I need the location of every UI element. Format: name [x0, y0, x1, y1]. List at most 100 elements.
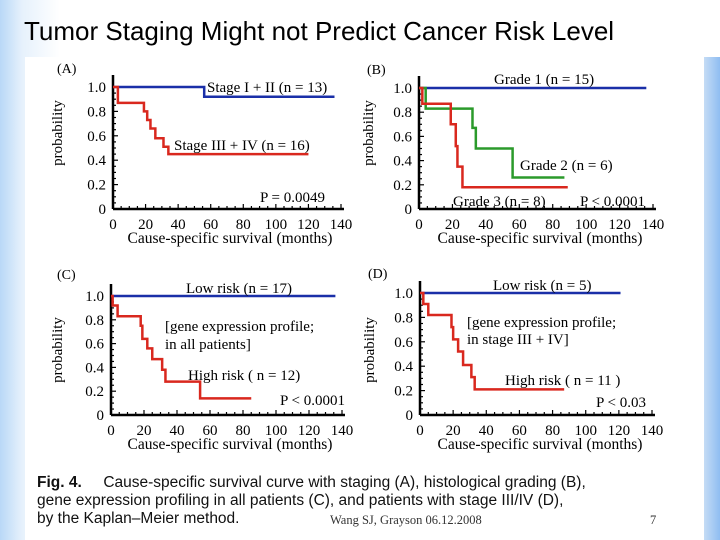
x-tick-label: 60 — [512, 217, 527, 233]
survival-curve-red — [111, 294, 252, 400]
caption-line-3: by the Kaplan–Meier method. — [37, 510, 240, 527]
y-tick-label: 1.0 — [393, 81, 412, 97]
x-axis-label: Cause-specific survival (months) — [438, 230, 643, 247]
x-axis-label: Cause-specific survival (months) — [128, 436, 333, 453]
y-tick-label: 1.0 — [394, 286, 413, 302]
caption-label: Fig. 4. — [37, 474, 82, 491]
y-axis-label: probability — [50, 317, 66, 383]
series-label: Grade 2 (n = 6) — [520, 158, 613, 174]
slide-side-bar — [704, 57, 720, 540]
page-number: 7 — [650, 513, 657, 527]
panel-label: (A) — [57, 62, 77, 77]
x-tick-label: 140 — [330, 217, 353, 233]
chart-annotation: P < 0.0001 — [280, 393, 345, 409]
chart-annotation: in all patients] — [165, 337, 251, 353]
y-tick-label: 1.0 — [85, 289, 104, 305]
x-tick-label: 40 — [170, 423, 185, 439]
chart-annotation: in stage III + IV] — [467, 332, 569, 348]
y-tick-label: 0.2 — [394, 384, 413, 400]
y-tick-label: 0.2 — [393, 178, 412, 194]
survival-curve-red — [113, 85, 309, 156]
x-tick-label: 40 — [479, 423, 494, 439]
y-tick-label: 0 — [406, 408, 414, 424]
x-tick-label: 40 — [478, 217, 493, 233]
y-axis-label: probability — [361, 100, 377, 166]
series-label: Grade 1 (n = 15) — [494, 72, 594, 88]
y-tick-label: 0.8 — [87, 104, 106, 120]
x-tick-label: 20 — [138, 217, 153, 233]
y-tick-label: 0.4 — [394, 359, 413, 375]
x-tick-label: 100 — [265, 423, 288, 439]
series-label: Stage I + II (n = 13) — [207, 80, 327, 96]
y-tick-label: 0.6 — [85, 337, 104, 353]
panel-label: (C) — [57, 268, 76, 283]
series-label: High risk ( n = 11 ) — [505, 373, 620, 389]
caption-line-2: gene expression profiling in all patient… — [37, 492, 564, 509]
caption-text-1: Cause-specific survival curve with stagi… — [103, 474, 586, 491]
x-tick-label: 120 — [608, 423, 631, 439]
y-tick-label: 0.6 — [394, 335, 413, 351]
panel-label: (B) — [367, 63, 386, 78]
x-tick-label: 120 — [297, 217, 320, 233]
y-tick-label: 1.0 — [87, 80, 106, 96]
survival-curve-blue — [113, 85, 335, 99]
x-tick-label: 80 — [545, 217, 560, 233]
y-tick-label: 0.4 — [393, 154, 412, 170]
x-tick-label: 60 — [203, 423, 218, 439]
chart-annotation: P = 0.0049 — [260, 190, 325, 206]
x-axis-label: Cause-specific survival (months) — [128, 230, 333, 247]
y-tick-label: 0.6 — [87, 129, 106, 145]
y-tick-label: 0 — [97, 408, 105, 424]
x-tick-label: 100 — [575, 217, 598, 233]
caption-line-1: Fig. 4. Cause-specific survival curve wi… — [37, 474, 586, 492]
x-tick-label: 80 — [545, 423, 560, 439]
chart-annotation: [gene expression profile; — [467, 315, 616, 331]
figure-panel — [25, 57, 704, 540]
y-tick-label: 0.4 — [87, 153, 106, 169]
x-axis-label: Cause-specific survival (months) — [438, 436, 643, 453]
y-tick-label: 0.6 — [393, 129, 412, 145]
y-tick-label: 0 — [405, 202, 413, 218]
survival-curve-red — [420, 291, 565, 391]
series-label: Stage III + IV (n = 16) — [174, 138, 310, 154]
x-tick-label: 80 — [236, 423, 251, 439]
y-tick-label: 0.2 — [85, 384, 104, 400]
x-tick-label: 120 — [298, 423, 321, 439]
x-tick-label: 40 — [171, 217, 186, 233]
y-tick-label: 0 — [99, 202, 107, 218]
x-tick-label: 140 — [331, 423, 354, 439]
y-axis-label: probability — [362, 317, 378, 383]
y-tick-label: 0.8 — [393, 105, 412, 121]
x-tick-label: 60 — [512, 423, 527, 439]
series-label: Low risk (n = 17) — [186, 281, 292, 297]
x-tick-label: 0 — [109, 217, 117, 233]
x-tick-label: 60 — [203, 217, 218, 233]
x-tick-label: 80 — [236, 217, 251, 233]
series-label: Grade 3 (n = 8) — [453, 194, 546, 210]
y-tick-label: 0.2 — [87, 178, 106, 194]
x-tick-label: 120 — [608, 217, 631, 233]
y-tick-label: 0.4 — [85, 360, 104, 376]
x-tick-label: 0 — [107, 423, 115, 439]
survival-curve-red — [419, 86, 568, 189]
slide-title: Tumor Staging Might not Predict Cancer R… — [24, 16, 615, 46]
x-tick-label: 100 — [574, 423, 597, 439]
x-tick-label: 0 — [416, 423, 424, 439]
x-tick-label: 20 — [446, 423, 461, 439]
chart-annotation: [gene expression profile; — [165, 319, 314, 335]
series-label: High risk ( n = 12) — [188, 368, 300, 384]
x-tick-label: 20 — [137, 423, 152, 439]
y-tick-label: 0.8 — [394, 310, 413, 326]
panel-label: (D) — [368, 267, 388, 282]
x-tick-label: 0 — [415, 217, 423, 233]
x-tick-label: 100 — [265, 217, 288, 233]
x-tick-label: 140 — [642, 217, 665, 233]
chart-annotation: P < 0.0001 — [580, 194, 645, 210]
x-tick-label: 140 — [641, 423, 664, 439]
series-label: Low risk (n = 5) — [493, 278, 591, 294]
survival-curve-green — [419, 86, 565, 179]
chart-annotation: P < 0.03 — [596, 395, 646, 411]
y-tick-label: 0.8 — [85, 313, 104, 329]
y-axis-label: probability — [50, 100, 66, 166]
